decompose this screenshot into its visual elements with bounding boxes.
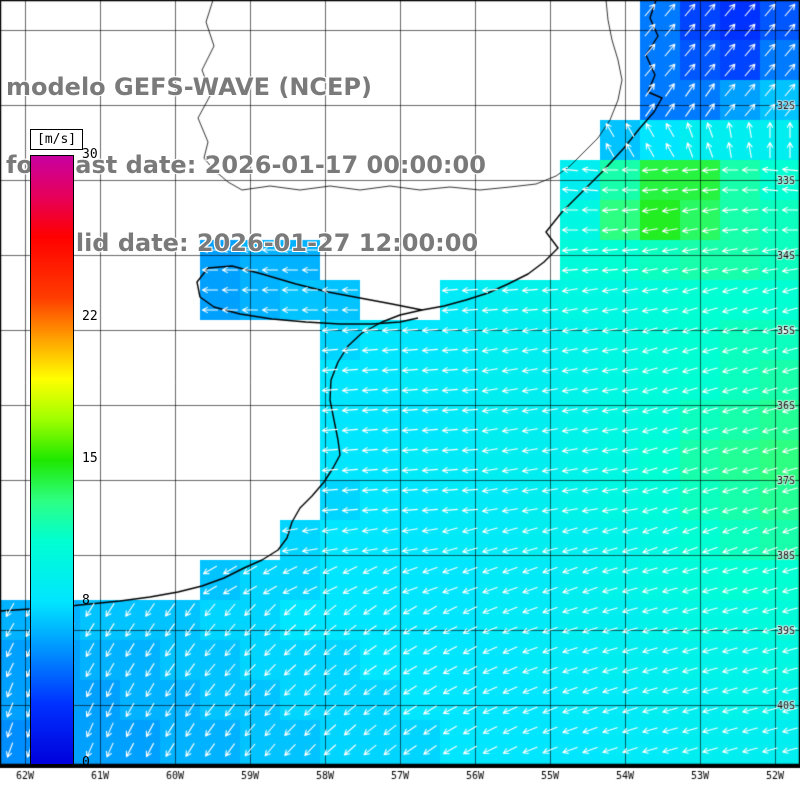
valid-date: valid date: 2026-01-27 12:00:00 xyxy=(44,229,479,257)
model-header: modelo GEFS-WAVE (NCEP) forecast date: 2… xyxy=(6,22,486,308)
forecast-date: forecast date: 2026-01-17 00:00:00 xyxy=(6,151,486,179)
model-title: modelo GEFS-WAVE (NCEP) xyxy=(6,73,372,101)
